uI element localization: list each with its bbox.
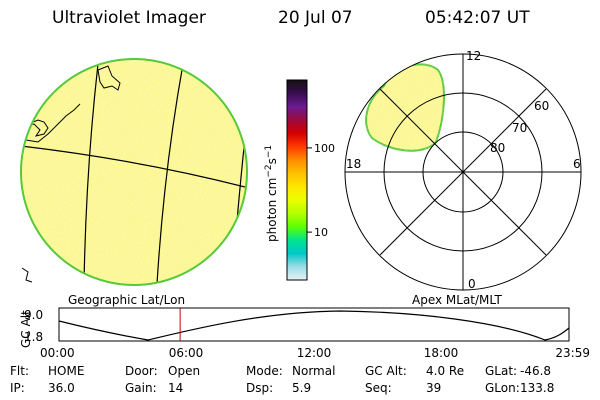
time-tick-4: 23:59	[555, 346, 590, 360]
status-label: GC Alt:	[365, 364, 407, 378]
mlt-label-18: 18	[346, 157, 361, 171]
status-label: IP:	[10, 381, 25, 395]
status-value: 39	[426, 381, 442, 395]
mlt-label-12: 12	[466, 49, 481, 63]
status-label: Flt:	[10, 364, 29, 378]
colorbar-tick-label-10: 10	[314, 226, 328, 239]
colorbar-tick-label-100: 100	[314, 142, 335, 155]
status-value: 4.0 Re	[426, 364, 465, 378]
status-label: GLat:	[485, 364, 518, 378]
observation-time: 05:42:07 UT	[425, 8, 530, 28]
instrument-title: Ultraviolet Imager	[52, 8, 206, 28]
status-value: Open	[168, 364, 201, 378]
status-value: 133.8	[520, 381, 555, 395]
altitude-axis-label: GC Alt	[19, 310, 33, 348]
status-label: Door:	[125, 364, 158, 378]
time-tick-2: 12:00	[297, 346, 332, 360]
time-tick-1: 06:00	[169, 346, 204, 360]
mlat-label-60: 60	[534, 99, 549, 113]
status-label: Gain:	[125, 381, 157, 395]
status-value: 14	[168, 381, 184, 395]
status-value: 5.9	[292, 381, 312, 395]
altitude-tick-top: 9.0	[24, 308, 43, 322]
status-label: Dsp:	[246, 381, 274, 395]
mlt-label-0: 0	[468, 277, 476, 291]
status-label: GLon:	[485, 381, 520, 395]
time-tick-3: 18:00	[424, 346, 459, 360]
status-label: Seq:	[365, 381, 392, 395]
status-value: Normal	[292, 364, 336, 378]
status-value: HOME	[48, 364, 85, 378]
status-value: 36.0	[48, 381, 75, 395]
mlt-label-6: 6	[573, 157, 581, 171]
altitude-tick-bottom: 1.8	[24, 330, 43, 344]
mlat-label-80: 80	[490, 141, 505, 155]
mlat-label-70: 70	[512, 121, 527, 135]
status-label: Mode:	[246, 364, 283, 378]
observation-date: 20 Jul 07	[278, 8, 353, 28]
time-tick-0: 00:00	[40, 346, 75, 360]
geo-panel-label: Geographic Lat/Lon	[68, 293, 186, 307]
status-value: -46.8	[520, 364, 552, 378]
polar-panel-label: Apex MLat/MLT	[412, 293, 502, 307]
